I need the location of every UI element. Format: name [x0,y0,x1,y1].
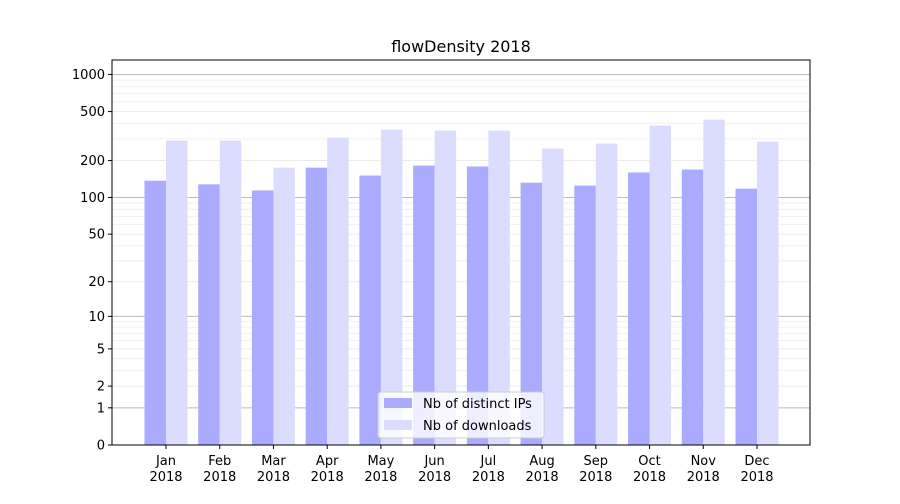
bar-downloads [649,125,672,446]
y-tick-label: 500 [80,105,105,120]
bar-distinct-ips [574,185,596,445]
y-tick-label: 50 [88,228,105,243]
bar-downloads [219,140,242,445]
x-tick-label: Jul 2018 [472,454,505,485]
bar-distinct-ips [413,165,435,446]
bar-distinct-ips [681,169,704,445]
axes-frame [111,59,811,446]
bar-distinct-ips [359,175,381,446]
bar-downloads [434,130,457,445]
bar-downloads [273,167,295,445]
x-tick-label: Sep 2018 [579,454,612,485]
x-tick-label: Apr 2018 [311,454,344,485]
x-tick-label: Nov 2018 [687,454,720,485]
bar-downloads [703,119,725,445]
bar-downloads [757,141,779,445]
legend-swatch-downloads [384,420,412,430]
x-tick-label: Dec 2018 [740,454,773,485]
legend: Nb of distinct IPs Nb of downloads [377,391,545,439]
bar-downloads [166,140,188,445]
y-tick-label: 2 [97,380,105,395]
y-tick-label: 200 [80,154,105,169]
bar-distinct-ips [305,167,328,445]
legend-box [377,391,545,439]
legend-label-ips: Nb of distinct IPs [423,397,532,412]
y-tick-label: 100 [80,191,105,206]
bar-downloads [488,130,510,445]
y-tick-label: 1000 [72,68,105,83]
bar-distinct-ips [198,184,220,445]
bar-distinct-ips [735,188,757,445]
y-tick-label: 0 [97,439,105,454]
bar-distinct-ips [520,182,543,445]
bar-distinct-ips [628,172,650,445]
bar-distinct-ips [144,180,166,446]
legend-swatch-ips [384,398,412,408]
y-tick-label: 10 [88,310,105,325]
bar-distinct-ips [251,190,274,445]
x-tick-label: Oct 2018 [633,454,666,485]
x-tick-label: Jan 2018 [149,454,182,485]
bar-downloads [380,129,403,445]
y-tick-label: 5 [97,342,105,357]
x-tick-label: May 2018 [364,454,397,485]
x-tick-label: Aug 2018 [526,454,559,485]
bar-distinct-ips [466,166,489,445]
bar-downloads [542,148,564,445]
bar-downloads [327,137,349,445]
bar-downloads [595,143,618,445]
x-tick-label: Jun 2018 [418,454,451,485]
legend-label-downloads: Nb of downloads [423,419,532,434]
x-tick-label: Feb 2018 [203,454,236,485]
y-tick-label: 20 [88,275,105,290]
x-tick-label: Mar 2018 [257,454,290,485]
chart-title: flowDensity 2018 [391,37,531,56]
y-tick-label: 1 [97,401,105,416]
